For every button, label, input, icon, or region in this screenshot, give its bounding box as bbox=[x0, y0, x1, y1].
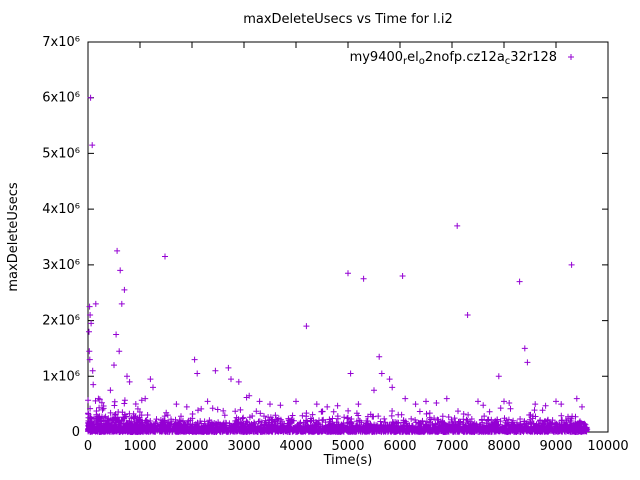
x-tick-label: 4000 bbox=[279, 439, 312, 454]
y-tick-label: 2x10⁶ bbox=[42, 314, 80, 329]
y-tick-label: 7x10⁶ bbox=[42, 35, 80, 50]
x-tick-label: 6000 bbox=[383, 439, 416, 454]
x-tick-label: 7000 bbox=[435, 439, 468, 454]
x-tick-label: 3000 bbox=[227, 439, 260, 454]
outlier-points bbox=[86, 94, 585, 410]
x-tick-label: 8000 bbox=[487, 439, 520, 454]
y-tick-label: 6x10⁶ bbox=[42, 91, 80, 106]
chart-title: maxDeleteUsecs vs Time for l.i2 bbox=[243, 12, 453, 27]
legend-label: my9400relo2nofp.cz12ac32r128 bbox=[350, 50, 557, 67]
x-tick-label: 1000 bbox=[123, 439, 156, 454]
y-tick-label: 0 bbox=[72, 425, 80, 440]
x-tick-label: 10000 bbox=[587, 439, 628, 454]
x-tick-label: 5000 bbox=[331, 439, 364, 454]
x-tick-label: 0 bbox=[84, 439, 92, 454]
y-tick-label: 1x10⁶ bbox=[42, 369, 80, 384]
y-tick-label: 3x10⁶ bbox=[42, 258, 80, 273]
x-axis-label: Time(s) bbox=[323, 453, 373, 468]
legend-key-marker bbox=[568, 54, 574, 60]
y-tick-label: 4x10⁶ bbox=[42, 202, 80, 217]
y-tick-label: 5x10⁶ bbox=[42, 146, 80, 161]
scatter-points bbox=[85, 396, 591, 435]
x-tick-label: 9000 bbox=[539, 439, 572, 454]
y-axis-label: maxDeleteUsecs bbox=[6, 182, 21, 291]
x-tick-label: 2000 bbox=[175, 439, 208, 454]
